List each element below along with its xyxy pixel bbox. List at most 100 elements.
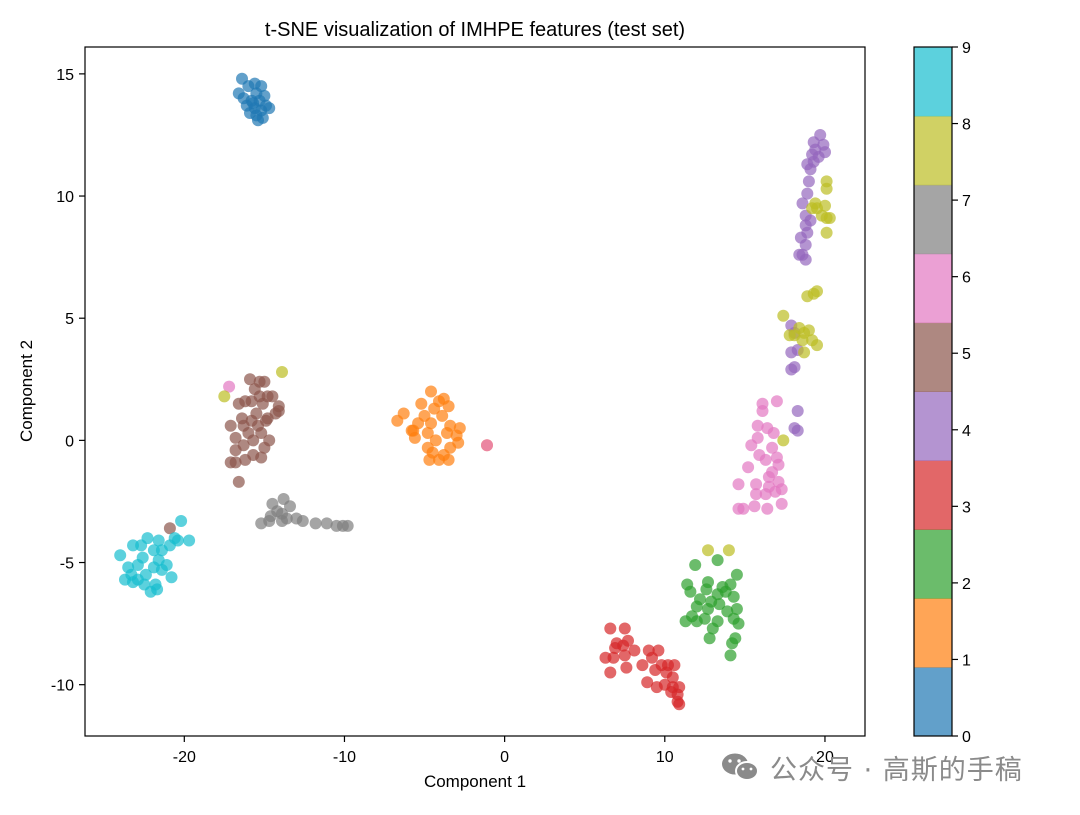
class-3-point [649, 664, 662, 676]
colorbar-tick-label: 2 [962, 576, 971, 593]
class-8-point [806, 202, 819, 215]
class-4-point [796, 197, 809, 210]
class-2-point [727, 590, 740, 603]
colorbar-swatch-2 [914, 529, 952, 599]
class-3-point [607, 651, 620, 664]
y-tick-label: -5 [60, 556, 74, 573]
y-axis-label: Component 2 [17, 340, 36, 442]
class-4-point [799, 238, 812, 251]
class-4-point [804, 163, 817, 176]
class-6-point [750, 478, 763, 491]
class-1-point [415, 397, 428, 410]
class-5-point [255, 427, 268, 439]
class-5-point [255, 451, 268, 464]
class-6-point [748, 500, 761, 513]
class-8-point [777, 434, 790, 447]
class-8-point [798, 346, 811, 359]
class-1-point [425, 385, 437, 398]
class-5-point [260, 414, 272, 427]
class-3-point [617, 639, 630, 652]
colorbar-swatch-7 [914, 184, 952, 255]
y-tick-label: 15 [56, 67, 74, 84]
class-9-point [127, 539, 139, 552]
class-8-point [811, 339, 823, 352]
class-6-point [223, 380, 236, 393]
class-4-point [791, 405, 804, 417]
class-5-point [229, 444, 242, 457]
class-3-point [673, 698, 686, 711]
class-4-point [785, 363, 798, 376]
class-8-point [815, 209, 828, 222]
class-7-point [276, 515, 288, 527]
class-5-point [258, 375, 271, 388]
class-1-point [421, 427, 434, 439]
class-5-point [224, 419, 237, 432]
class-3-point [668, 659, 681, 672]
watermark: 公众号 · 高斯的手稿 [720, 747, 1023, 787]
class-5-point [232, 397, 245, 410]
class-9-point [155, 563, 168, 576]
class-2-point [702, 603, 714, 615]
class-6-point [761, 502, 774, 515]
class-6-point [762, 471, 775, 483]
class-5-point [224, 456, 237, 469]
class-5-point [266, 390, 279, 403]
colorbar-swatch-4 [914, 391, 952, 461]
class-7-point [255, 517, 268, 530]
class-7-point [296, 515, 309, 527]
class-9-point [131, 559, 144, 571]
y-tick-label: 0 [65, 433, 74, 450]
class-8-point [702, 544, 714, 557]
class-3-point [604, 622, 617, 635]
class-2-point [711, 554, 724, 567]
class-1-point [433, 453, 445, 466]
class-6-point [759, 488, 772, 501]
class-2-point [726, 637, 739, 650]
class-6-point [756, 405, 769, 417]
x-tick-label: -20 [173, 749, 196, 766]
class-2-point [724, 649, 737, 662]
colorbar-frame [913, 46, 953, 737]
class-8-point [276, 366, 288, 378]
class-1-point [442, 453, 455, 466]
class-2-point [730, 568, 743, 581]
colorbar-swatch-8 [914, 115, 952, 186]
colorbar-tick-label: 1 [962, 652, 971, 669]
colorbar-tick-label: 5 [962, 346, 971, 363]
colorbar-tick-label: 7 [962, 193, 971, 210]
class-9-point [151, 583, 164, 596]
class-9-point [165, 571, 178, 584]
class-7-point [309, 517, 322, 530]
class-7-point [320, 517, 333, 530]
x-axis-label: Component 1 [424, 772, 526, 791]
class-3-point [618, 622, 631, 635]
class-1-point [436, 409, 449, 422]
class-4-point [802, 175, 815, 188]
class-5-point [239, 453, 252, 466]
class-8-point [820, 226, 833, 239]
class-3-point [604, 666, 617, 679]
class-0-point [247, 97, 260, 110]
class-2-point [713, 598, 726, 611]
class-2-point [690, 600, 703, 613]
class-1-point [391, 414, 404, 427]
class-6-point [745, 439, 758, 452]
class-1-point [428, 402, 441, 415]
class-3-point [618, 649, 631, 662]
class-5-point [247, 434, 260, 447]
colorbar-swatch-6 [914, 253, 952, 324]
class-1-point [423, 453, 436, 466]
class-6-point [769, 485, 782, 498]
class-2-point [700, 583, 713, 596]
class-8-point [777, 309, 790, 322]
class-2-point [730, 603, 743, 615]
class-1-point [407, 424, 420, 437]
class-4-point [801, 187, 814, 200]
class-3-point [636, 659, 649, 672]
class-0-point [256, 111, 269, 124]
class-2-point [706, 622, 719, 635]
class-1-point [429, 434, 442, 447]
colorbar-tick-label: 4 [962, 423, 971, 440]
